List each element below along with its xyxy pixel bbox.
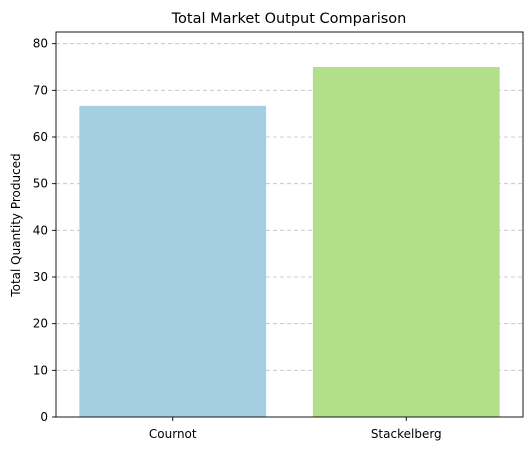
y-tick-label: 40 bbox=[33, 223, 48, 237]
plot-frame bbox=[55, 31, 524, 418]
y-tick-label: 60 bbox=[33, 130, 48, 144]
chart-title: Total Market Output Comparison bbox=[171, 11, 407, 27]
y-tick-label: 70 bbox=[33, 83, 48, 97]
bars bbox=[79, 67, 500, 417]
y-tick-label: 0 bbox=[40, 410, 48, 424]
y-tick-label: 50 bbox=[33, 177, 48, 191]
y-tick-label: 30 bbox=[33, 270, 48, 284]
bar-stackelberg bbox=[312, 67, 500, 417]
x-tick-label: Cournot bbox=[149, 427, 197, 441]
x-tick-label: Stackelberg bbox=[371, 427, 442, 441]
y-tick-label: 20 bbox=[33, 317, 48, 331]
y-tick-label: 80 bbox=[33, 37, 48, 51]
y-tick-label: 10 bbox=[33, 363, 48, 377]
y-axis-label: Total Quantity Produced bbox=[9, 153, 23, 297]
bar-cournot bbox=[79, 105, 267, 417]
axes: 0 10 20 30 40 50 60 70 80 Cournot Stackelberg bbox=[33, 31, 524, 441]
